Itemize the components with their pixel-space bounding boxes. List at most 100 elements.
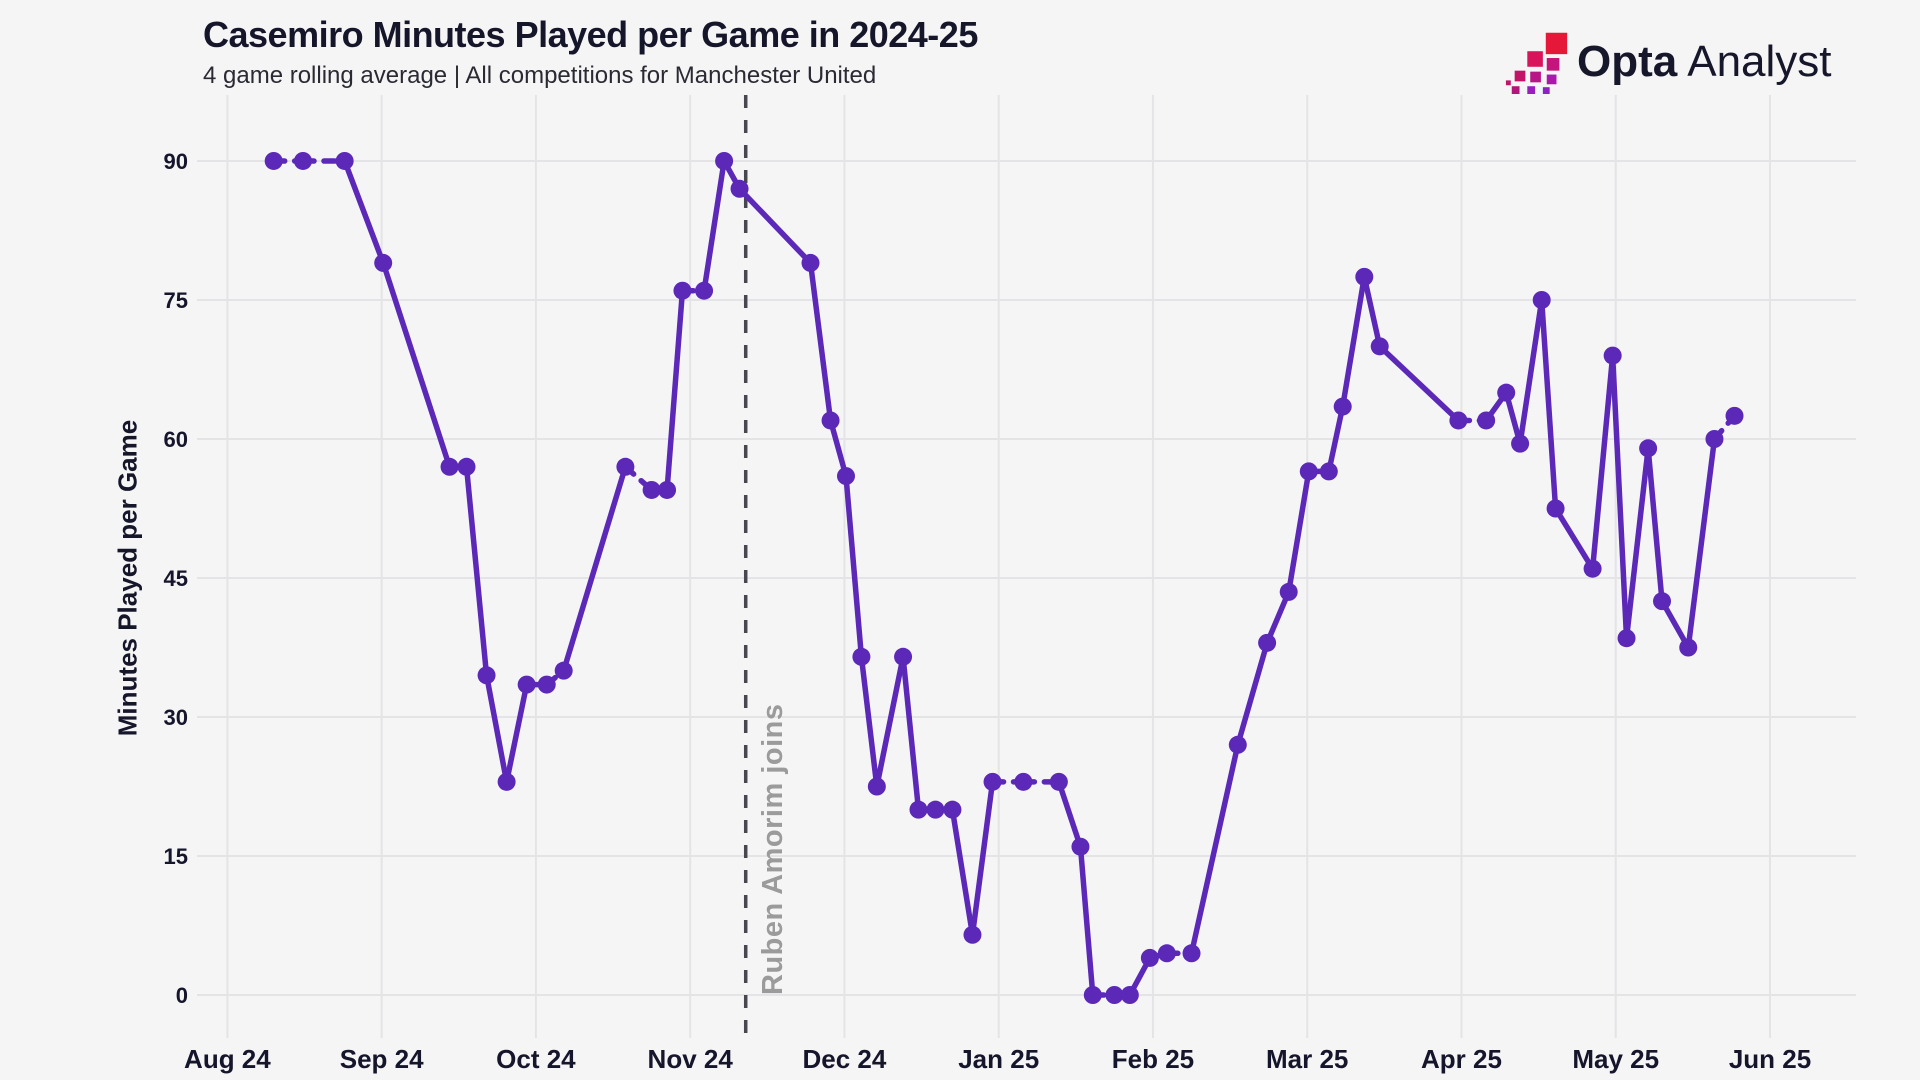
data-point (497, 772, 516, 791)
y-tick-label: 0 (176, 983, 188, 1008)
chart-title: Casemiro Minutes Played per Game in 2024… (203, 14, 978, 55)
data-point (821, 411, 840, 430)
data-point (616, 457, 635, 476)
x-tick-label: Apr 25 (1421, 1044, 1502, 1074)
data-point (1653, 592, 1672, 611)
data-point (963, 925, 982, 944)
series-segment (503, 681, 530, 785)
data-point (1705, 429, 1724, 448)
series-segment (874, 654, 906, 790)
annotation-label: Ruben Amorim joins (757, 703, 789, 996)
data-point (1583, 559, 1602, 578)
x-tick-label: Sep 24 (340, 1044, 424, 1074)
data-point (1228, 735, 1247, 754)
x-tick-label: Jun 25 (1729, 1044, 1811, 1074)
y-tick-label: 15 (164, 844, 188, 869)
x-tick-label: Oct 24 (496, 1044, 576, 1074)
series-segment (463, 464, 490, 679)
data-point (293, 151, 312, 170)
series-segment (1623, 445, 1651, 641)
y-tick-label: 75 (164, 288, 188, 313)
logo-brand-light: Analyst (1687, 37, 1832, 86)
series-segment (1609, 352, 1630, 641)
series-segment (701, 158, 727, 294)
opta-logo-text: Opta Analyst (1577, 40, 1832, 84)
series-segment (858, 654, 880, 790)
series-segment (1538, 297, 1559, 512)
data-point (264, 151, 283, 170)
series-segment (1339, 274, 1368, 410)
series-segment (483, 672, 510, 785)
series-segment (664, 287, 686, 493)
y-tick-label: 90 (164, 149, 188, 174)
data-point (715, 151, 734, 170)
x-tick-label: Nov 24 (648, 1044, 734, 1074)
data-point (867, 777, 886, 796)
data-point (1511, 434, 1530, 453)
chart-subtitle: 4 game rolling average | All competition… (203, 62, 877, 89)
series-segment (843, 473, 865, 660)
data-point (1617, 629, 1636, 648)
data-point (1370, 337, 1389, 356)
data-point (730, 179, 749, 198)
data-point (836, 467, 855, 486)
series-segment (827, 417, 849, 479)
series-segment (380, 260, 453, 470)
y-tick-label: 30 (164, 705, 188, 730)
data-point (1333, 397, 1352, 416)
series-segment (1685, 436, 1718, 651)
data-point (1299, 462, 1318, 481)
data-point (1477, 411, 1496, 430)
data-point (909, 800, 928, 819)
series-segment (1285, 468, 1312, 595)
data-point (943, 800, 962, 819)
data-point (1725, 406, 1744, 425)
series-segment (1188, 742, 1241, 957)
series-segment (1589, 352, 1616, 572)
data-point (477, 666, 496, 685)
series-segment (1645, 445, 1665, 604)
data-point (537, 675, 556, 694)
data-point (1258, 633, 1277, 652)
data-point (801, 253, 820, 272)
data-point (1105, 986, 1124, 1004)
series-segment (949, 806, 976, 938)
data-point (440, 457, 459, 476)
y-axis-title: Minutes Played per Game (112, 419, 143, 737)
data-point (852, 647, 871, 666)
x-tick-label: Dec 24 (803, 1044, 887, 1074)
data-point (695, 281, 714, 300)
data-point (1120, 986, 1139, 1004)
series-segment (1517, 297, 1545, 447)
data-point (1049, 772, 1068, 791)
data-point (1603, 346, 1622, 365)
data-point (1279, 582, 1298, 601)
series-segment (341, 158, 386, 266)
data-point (335, 151, 354, 170)
opta-logo (1503, 24, 1573, 94)
series-segment (736, 186, 814, 266)
series-segment (1361, 274, 1383, 350)
logo-brand-bold: Opta (1577, 37, 1678, 86)
data-point (554, 661, 573, 680)
x-tick-label: May 25 (1572, 1044, 1659, 1074)
data-point (926, 800, 945, 819)
series-segment (1552, 505, 1596, 572)
x-tick-label: Feb 25 (1112, 1044, 1194, 1074)
series-segment (560, 464, 629, 674)
opta-stairs-icon (1505, 32, 1568, 94)
data-point (1497, 383, 1516, 402)
series-segment (1077, 843, 1096, 998)
data-point (1355, 267, 1374, 286)
data-point (1319, 462, 1338, 481)
series-segment (1326, 403, 1346, 475)
data-point (457, 457, 476, 476)
series-segment (1376, 343, 1462, 424)
data-point (1639, 439, 1658, 458)
data-point (1449, 411, 1468, 430)
data-point (1532, 290, 1551, 309)
data-point (1679, 638, 1698, 657)
data-point (1546, 499, 1565, 518)
